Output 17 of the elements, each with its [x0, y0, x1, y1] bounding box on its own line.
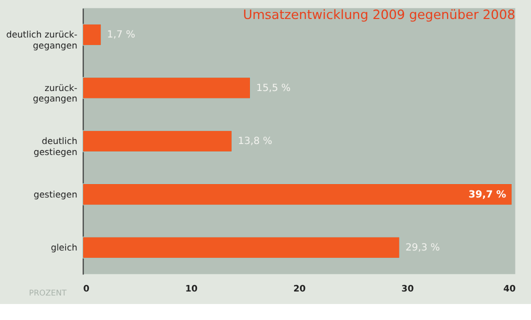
data-label: 1,7 % — [107, 30, 136, 41]
y-tick-label: gestiegen — [34, 190, 78, 200]
x-tick-label: 10 — [185, 284, 198, 294]
x-axis-title: PROZENT — [29, 288, 67, 298]
y-tick-label: gleich — [50, 244, 78, 254]
x-tick-label: 0 — [83, 284, 90, 294]
x-tick-label: 20 — [293, 284, 306, 294]
x-tick-label: 40 — [503, 284, 516, 294]
data-label: 13,8 % — [238, 136, 272, 148]
x-tick-label: 30 — [401, 284, 414, 294]
y-tick-label: zurück- gegangen — [32, 84, 78, 105]
y-tick-label: deutlich gestiegen — [34, 137, 78, 158]
y-tick-label: deutlich zurück- gegangen — [6, 30, 78, 52]
data-label: 39,7 % — [468, 189, 506, 200]
data-label: 15,5 % — [256, 82, 291, 94]
chart-title: Umsatzentwicklung 2009 gegenüber 2008 — [242, 8, 516, 24]
data-label: 29,3 % — [405, 242, 440, 254]
